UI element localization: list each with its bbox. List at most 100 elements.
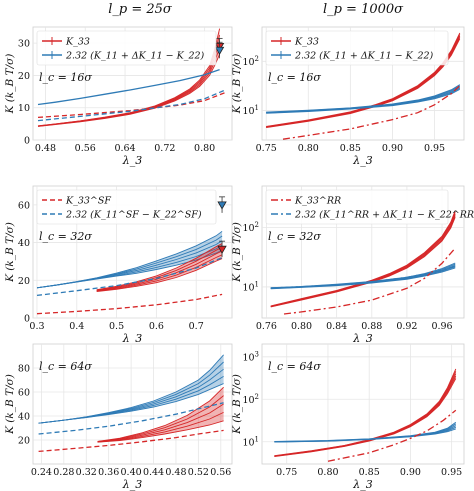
x-axis-label: λ_3 bbox=[352, 478, 372, 491]
x-tick-label: 0.84 bbox=[326, 321, 347, 332]
y-tick-label: 101 bbox=[242, 435, 259, 448]
y-tick-label: 40 bbox=[18, 238, 30, 249]
series-band-line bbox=[97, 411, 224, 443]
x-tick-label: 0.95 bbox=[441, 467, 462, 478]
y-tick-label: 80 bbox=[18, 364, 30, 375]
y-tick-label: 101 bbox=[242, 104, 259, 117]
contour-length-annotation: l_c = 64σ bbox=[268, 360, 321, 373]
x-tick-label: 0.80 bbox=[317, 467, 338, 478]
x-tick-label: 0.75 bbox=[276, 467, 297, 478]
y-tick-label: 20 bbox=[18, 276, 30, 287]
column-title-left: l_p = 25σ bbox=[108, 2, 173, 17]
legend-label: 2.32 (K_11^RR + ΔK_11 − K_22^RR) bbox=[294, 210, 474, 221]
series-band-line bbox=[96, 258, 223, 293]
contour-length-annotation: l_c = 64σ bbox=[39, 360, 92, 373]
x-tick-label: 0.85 bbox=[340, 143, 361, 154]
x-tick-label: 0.6 bbox=[149, 321, 164, 332]
legend-label: K_33 bbox=[65, 37, 90, 48]
y-tick-label: 20 bbox=[18, 71, 30, 82]
contour-length-annotation: l_c = 16σ bbox=[39, 71, 92, 84]
x-tick-label: 0.3 bbox=[29, 321, 44, 332]
legend-box bbox=[265, 30, 449, 66]
y-axis-label: K (k_B T/σ) bbox=[4, 374, 16, 435]
y-tick-label: 60 bbox=[18, 200, 30, 211]
chart-panel-row1-col1: 0.48 0.56 0.64 0.72 0.80 0 10 20 30 λ_3 K (k_B T/σ… bbox=[4, 26, 233, 167]
column-title-right: l_p = 1000σ bbox=[323, 2, 404, 17]
legend-label: K_33 bbox=[294, 37, 319, 48]
legend-label: 2.32 (K_11^SF − K_22^SF) bbox=[65, 210, 202, 221]
series-dashed bbox=[38, 429, 224, 453]
x-axis-label: λ_3 bbox=[122, 478, 142, 491]
marker-triangle bbox=[217, 245, 227, 254]
y-tick-label: 103 bbox=[242, 350, 259, 363]
x-axis-label: λ_3 bbox=[122, 332, 142, 345]
x-axis-label: λ_3 bbox=[122, 154, 142, 167]
plot-marks bbox=[270, 210, 456, 315]
x-tick-label: 0.90 bbox=[400, 467, 421, 478]
x-tick-label: 0.24 bbox=[31, 467, 52, 478]
x-tick-label: 0.90 bbox=[382, 143, 403, 154]
series-dashed bbox=[38, 402, 224, 435]
marker-triangle bbox=[214, 46, 225, 56]
contour-length-annotation: l_c = 32σ bbox=[39, 230, 92, 243]
x-tick-label: 0.56 bbox=[210, 467, 231, 478]
legend-label: K_33^RR bbox=[294, 196, 341, 207]
series-band-line bbox=[38, 354, 224, 424]
legend-label: 2.32 (K_11 + ΔK_11 − K_22) bbox=[65, 51, 205, 62]
series-2-32-k-11-rr-k-11-k-22-rr- bbox=[270, 265, 456, 289]
x-axis-label: λ_3 bbox=[352, 332, 372, 345]
x-tick-label: 0.88 bbox=[361, 321, 382, 332]
x-tick-label: 0.48 bbox=[165, 467, 186, 478]
x-tick-label: 0.44 bbox=[143, 467, 164, 478]
legend-box bbox=[265, 189, 449, 225]
chart-panel-row2-col2: 0.76 0.80 0.84 0.88 0.92 0.96 101 102 λ_3 K (k_B … bbox=[231, 185, 474, 345]
legend-box bbox=[36, 189, 217, 225]
contour-length-annotation: l_c = 32σ bbox=[268, 230, 321, 243]
x-tick-label: 0.80 bbox=[291, 321, 312, 332]
x-tick-label: 0.28 bbox=[53, 467, 74, 478]
chart-panel-row1-col2: 0.75 0.80 0.85 0.90 0.95 101 102 λ_3 K (k_B T/σ)… bbox=[231, 26, 465, 167]
series-band-line bbox=[96, 254, 223, 292]
x-tick-label: 0.76 bbox=[256, 321, 277, 332]
chart-panel-row3-col1: 0.24 0.28 0.32 0.36 0.40 0.44 0.48 0.52 0.56 20 40… bbox=[4, 343, 233, 491]
x-tick-label: 0.85 bbox=[359, 467, 380, 478]
y-tick-label: 101 bbox=[242, 280, 259, 293]
series-band-line bbox=[274, 421, 457, 442]
series-k-33-sf bbox=[36, 293, 223, 315]
series-k-33-rr bbox=[283, 247, 456, 315]
y-axis-label: K (k_B T/σ) bbox=[231, 374, 243, 435]
x-tick-label: 0.52 bbox=[188, 467, 209, 478]
chart-panel-row2-col1: 0.3 0.4 0.5 0.6 0.7 0 20 40 60 λ_3 K (k_B T/σ) K_33… bbox=[4, 185, 233, 345]
series-band-line bbox=[36, 230, 223, 289]
y-tick-label: 0 bbox=[24, 136, 30, 147]
x-tick-label: 0.64 bbox=[114, 143, 135, 154]
series-band-line bbox=[96, 246, 223, 291]
plot-area bbox=[261, 343, 465, 465]
series-solid bbox=[37, 68, 220, 106]
contour-length-annotation: l_c = 16σ bbox=[268, 71, 321, 84]
series-band-line bbox=[266, 84, 461, 113]
x-tick-label: 0.80 bbox=[194, 143, 215, 154]
y-tick-label: 40 bbox=[18, 412, 30, 423]
plot-area bbox=[32, 343, 233, 465]
y-tick-label: 10 bbox=[18, 103, 30, 114]
x-tick-label: 0.7 bbox=[189, 321, 204, 332]
x-tick-label: 0.36 bbox=[98, 467, 119, 478]
x-tick-label: 0.56 bbox=[75, 143, 96, 154]
x-tick-label: 0.5 bbox=[109, 321, 124, 332]
y-axis-label: K (k_B T/σ) bbox=[231, 222, 243, 283]
series-band-line bbox=[274, 368, 457, 457]
series-2-32-k-11-sf-k-22-sf- bbox=[36, 257, 223, 297]
series-dashdot bbox=[327, 409, 457, 462]
plot-marks bbox=[38, 354, 224, 453]
y-axis-label: K (k_B T/σ) bbox=[231, 54, 243, 115]
x-tick-label: 0.92 bbox=[396, 321, 417, 332]
y-axis-label: K (k_B T/σ) bbox=[4, 54, 16, 115]
x-axis-label: λ_3 bbox=[352, 154, 372, 167]
x-tick-label: 0.80 bbox=[298, 143, 319, 154]
x-tick-label: 0.32 bbox=[76, 467, 97, 478]
y-axis-label: K (k_B T/σ) bbox=[4, 222, 16, 283]
series-band-line bbox=[270, 210, 456, 307]
